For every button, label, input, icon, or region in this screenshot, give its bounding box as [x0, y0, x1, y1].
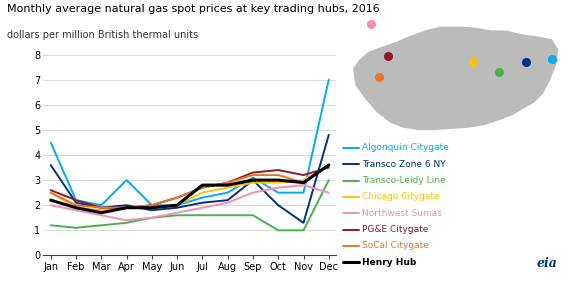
- Text: Algonquin Citygate: Algonquin Citygate: [362, 143, 449, 152]
- Text: dollars per million British thermal units: dollars per million British thermal unit…: [7, 30, 198, 40]
- Text: Northwest Sumas: Northwest Sumas: [362, 209, 442, 218]
- Text: Chicago Citygate: Chicago Citygate: [362, 192, 440, 201]
- Text: SoCal Citygate: SoCal Citygate: [362, 241, 429, 251]
- Text: Transco-Leidy Line: Transco-Leidy Line: [362, 176, 446, 185]
- Text: eia: eia: [537, 257, 558, 270]
- Text: Monthly average natural gas spot prices at key trading hubs, 2016: Monthly average natural gas spot prices …: [7, 4, 380, 14]
- Polygon shape: [353, 27, 558, 130]
- Text: Transco Zone 6 NY: Transco Zone 6 NY: [362, 160, 446, 169]
- Text: Henry Hub: Henry Hub: [362, 258, 416, 267]
- Text: PG&E Citygate: PG&E Citygate: [362, 225, 428, 234]
